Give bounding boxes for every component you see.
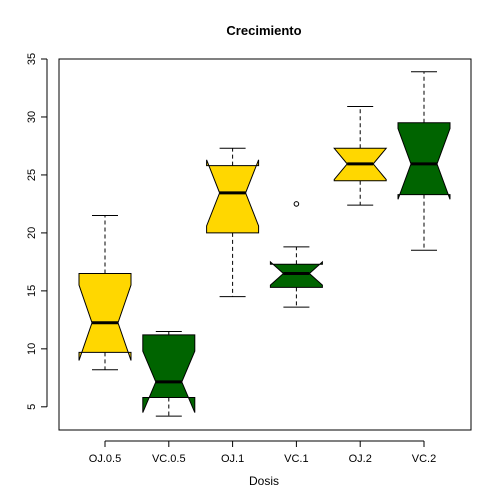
outlier-point xyxy=(293,201,300,207)
y-tick-label: 20 xyxy=(26,227,38,239)
box-group-oj-2 xyxy=(333,106,388,206)
box-group-oj-0-5 xyxy=(78,215,132,371)
y-tick-label: 5 xyxy=(26,404,38,410)
box-body xyxy=(78,272,132,361)
y-tick-label: 10 xyxy=(26,343,38,355)
y-tick-label: 30 xyxy=(26,111,38,123)
x-tick-label: VC.2 xyxy=(412,453,436,465)
y-tick-label: 15 xyxy=(26,285,38,297)
plot-layer: 5 10 15 20 25 30 35 OJ.0.5 VC.0.5 OJ.1 VC.1 OJ.2 VC.… xyxy=(26,53,472,465)
chart-title: Crecimiento xyxy=(226,23,301,38)
box-group-vc-0-5 xyxy=(142,330,196,417)
x-tick-label: VC.1 xyxy=(284,453,308,465)
y-tick-label: 25 xyxy=(26,169,38,181)
box-body xyxy=(206,159,260,234)
box-body xyxy=(397,122,451,200)
box-group-vc-2 xyxy=(397,71,451,251)
box-body xyxy=(142,334,196,413)
x-tick-label: OJ.1 xyxy=(221,453,244,465)
x-tick-label: VC.0.5 xyxy=(152,453,186,465)
box-group-vc-1 xyxy=(269,201,323,308)
x-tick-label: OJ.0.5 xyxy=(89,453,121,465)
x-axis-label: Dosis xyxy=(249,474,279,488)
plot-frame xyxy=(58,58,472,431)
y-tick-label: 35 xyxy=(26,53,38,65)
box-group-oj-1 xyxy=(206,147,260,298)
x-tick-label: OJ.2 xyxy=(349,453,372,465)
